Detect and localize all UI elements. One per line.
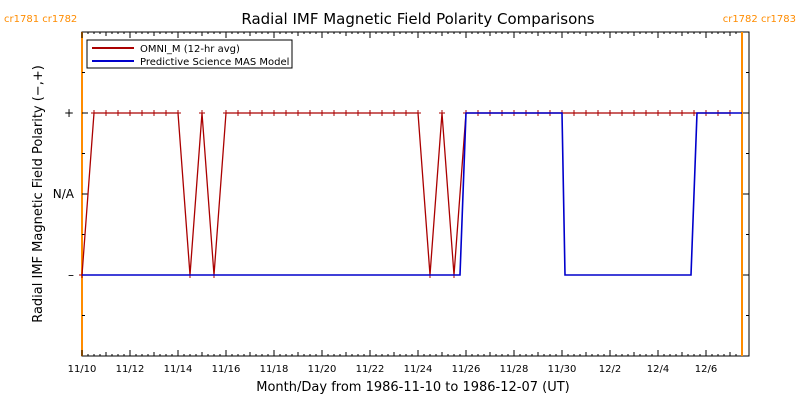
series-0-point-47 [643, 110, 649, 116]
series-0-point-8 [175, 110, 181, 116]
legend-label-omni: OMNI_M (12-hr avg) [140, 44, 240, 55]
series-0-point-42 [583, 110, 589, 116]
x-tick-label-6: 11/22 [356, 364, 385, 375]
series-0-point-43 [595, 110, 601, 116]
series-0-point-17 [283, 110, 289, 116]
series-0-point-50 [679, 110, 685, 116]
x-tick-label-12: 12/4 [647, 364, 669, 375]
chart-title: Radial IMF Magnetic Field Polarity Compa… [241, 10, 594, 28]
series-0-point-46 [631, 110, 637, 116]
series-0-point-48 [655, 110, 661, 116]
series-0-point-13 [235, 110, 241, 116]
series-0-point-7 [163, 110, 169, 116]
series-0-point-1 [91, 110, 97, 116]
series-0-point-28 [415, 110, 421, 116]
series-0-point-26 [391, 110, 397, 116]
carrington-label-1: cr1782 cr1783 [723, 14, 796, 25]
legend-box [86, 39, 293, 69]
x-tick-label-1: 11/12 [116, 364, 145, 375]
legend-label-mas: Predictive Science MAS Model [140, 57, 289, 68]
x-tick-label-11: 12/2 [599, 364, 621, 375]
series-0-point-21 [331, 110, 337, 116]
carrington-label-0: cr1781 cr1782 [4, 14, 77, 25]
series-0-point-4 [127, 110, 133, 116]
x-tick-label-4: 11/18 [260, 364, 289, 375]
x-tick-label-10: 11/30 [548, 364, 577, 375]
series-line-0 [81, 112, 730, 276]
series-0-point-51 [691, 110, 697, 116]
series-0-point-22 [343, 110, 349, 116]
series-0-point-20 [319, 110, 325, 116]
x-tick-label-7: 11/24 [404, 364, 433, 375]
series-0-point-10 [199, 110, 205, 116]
x-tick-label-5: 11/20 [308, 364, 337, 375]
series-0-point-18 [295, 110, 301, 116]
x-tick-label-2: 11/14 [164, 364, 193, 375]
x-tick-label-3: 11/16 [212, 364, 241, 375]
y-tick-label-2: + [64, 106, 74, 120]
series-0-point-44 [607, 110, 613, 116]
series-0-point-25 [379, 110, 385, 116]
series-0-point-16 [271, 110, 277, 116]
y-axis-label: Radial IMF Magnetic Field Polarity (−,+) [31, 65, 46, 323]
x-axis-label: Month/Day from 1986-11-10 to 1986-12-07 … [256, 380, 569, 395]
series-layer [79, 110, 742, 278]
series-0-point-15 [259, 110, 265, 116]
x-axis-ticks: 11/10 11/12 11/14 11/16 11/18 11/20 11/22 11/24… [68, 32, 737, 375]
series-0-point-24 [367, 110, 373, 116]
series-0-point-14 [247, 110, 253, 116]
series-0-point-3 [115, 110, 121, 116]
series-0-point-19 [307, 110, 313, 116]
series-0-point-41 [571, 110, 577, 116]
series-0-point-6 [151, 110, 157, 116]
series-0-point-23 [355, 110, 361, 116]
legend: OMNI_M (12-hr avg) Predictive Science MA… [86, 39, 293, 69]
y-tick-label-1: N/A [53, 187, 75, 201]
series-0-point-2 [103, 110, 109, 116]
series-line-1 [82, 112, 742, 276]
series-0-point-12 [223, 110, 229, 116]
y-axis-ticks: – N/A + [53, 72, 749, 316]
series-0-point-5 [139, 110, 145, 116]
series-0-point-30 [439, 110, 445, 116]
series-0-point-45 [619, 110, 625, 116]
x-tick-label-13: 12/6 [695, 364, 717, 375]
series-0-point-27 [403, 110, 409, 116]
y-tick-label-0: – [68, 268, 74, 282]
x-tick-label-8: 11/26 [452, 364, 481, 375]
x-tick-label-9: 11/28 [500, 364, 529, 375]
plot-frame [81, 31, 750, 357]
x-tick-label-0: 11/10 [68, 364, 97, 375]
series-0-point-49 [667, 110, 673, 116]
